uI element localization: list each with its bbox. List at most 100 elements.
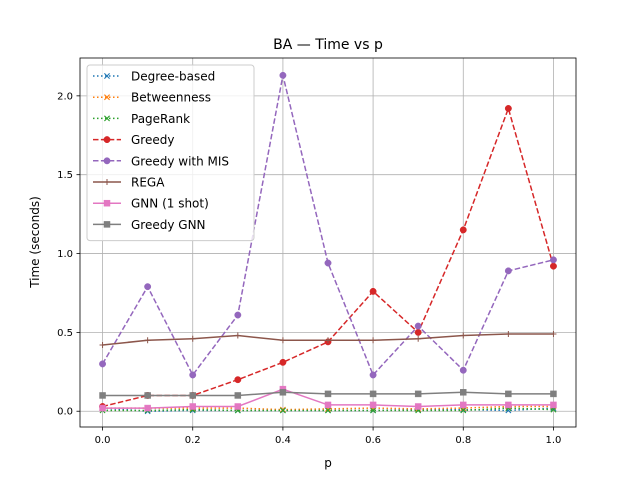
- data-point: [279, 358, 287, 366]
- legend-label: Greedy GNN: [131, 218, 206, 232]
- legend-marker: [103, 221, 111, 228]
- data-point: [369, 371, 377, 379]
- legend-label: Greedy: [131, 133, 174, 147]
- data-point: [415, 335, 422, 342]
- legend-entry: Greedy GNN: [93, 218, 206, 232]
- legend-label: Degree-based: [131, 70, 215, 84]
- legend-box: [86, 64, 255, 242]
- data-point: [460, 332, 467, 339]
- x-axis-label: p: [324, 456, 332, 470]
- data-point: [99, 404, 106, 412]
- data-point: [234, 332, 241, 339]
- legend-label: Greedy with MIS: [131, 154, 229, 168]
- series-7: [99, 389, 557, 399]
- legend-entry: GNN (1 shot): [93, 197, 209, 211]
- data-point: [144, 337, 151, 344]
- data-point: [189, 403, 196, 410]
- data-point: [189, 335, 196, 342]
- data-point: [234, 392, 242, 399]
- data-point: [234, 376, 242, 384]
- data-point: [414, 390, 422, 398]
- data-point: [550, 330, 557, 337]
- data-point: [99, 342, 106, 348]
- data-point: [324, 390, 332, 398]
- chart-title: BA — Time vs p: [273, 37, 383, 53]
- legend-marker: [104, 73, 110, 79]
- series-4: [99, 71, 557, 379]
- legend-entry: PageRank: [93, 112, 190, 126]
- data-point: [325, 407, 331, 414]
- data-point: [460, 389, 467, 396]
- x-tick-label: 0.8: [455, 435, 471, 446]
- data-point: [550, 390, 557, 398]
- data-point: [234, 311, 242, 319]
- legend-entry: Betweenness: [93, 91, 211, 105]
- data-point: [279, 389, 287, 396]
- data-point: [189, 371, 197, 379]
- x-tick-label: 0.0: [95, 435, 111, 446]
- data-point: [505, 401, 512, 409]
- data-point: [459, 366, 467, 374]
- data-point: [504, 105, 512, 112]
- data-point: [324, 259, 332, 267]
- legend-label: PageRank: [131, 112, 190, 126]
- legend-entry: Greedy: [93, 133, 174, 147]
- data-point: [414, 322, 422, 330]
- data-point: [460, 407, 467, 414]
- data-point: [414, 328, 422, 336]
- data-point: [234, 403, 242, 410]
- y-axis-label: Time (seconds): [28, 196, 42, 289]
- data-point: [325, 337, 331, 344]
- data-point: [550, 256, 557, 264]
- data-point: [144, 404, 151, 412]
- legend-entry: Degree-based: [93, 70, 215, 84]
- data-point: [99, 392, 106, 399]
- legend-marker: [104, 94, 110, 101]
- data-point: [324, 401, 332, 409]
- legend-marker: [104, 115, 110, 122]
- series-5: [99, 330, 557, 348]
- data-point: [369, 390, 377, 398]
- legend-marker: [103, 157, 111, 165]
- data-point: [550, 401, 557, 409]
- y-tick-label: 2.0: [57, 91, 73, 102]
- legend-marker: [103, 136, 111, 144]
- legend-marker: [104, 179, 110, 185]
- data-point: [189, 392, 196, 399]
- legend-marker: [103, 199, 111, 207]
- data-point: [550, 262, 557, 270]
- data-point: [144, 392, 151, 399]
- legend-entry: REGA: [93, 176, 165, 190]
- data-point: [460, 401, 467, 409]
- data-point: [369, 287, 377, 295]
- data-point: [279, 71, 287, 79]
- legend: Degree-based Betweenness PageRank Greedy Gre…: [86, 64, 255, 242]
- x-tick-label: 0.2: [185, 435, 201, 446]
- y-tick-label: 0.0: [57, 407, 73, 418]
- y-tick-label: 0.5: [57, 328, 73, 339]
- data-point: [369, 401, 377, 409]
- legend-label: GNN (1 shot): [131, 197, 209, 211]
- data-point: [504, 267, 512, 275]
- data-point: [370, 337, 377, 344]
- data-point: [414, 403, 422, 410]
- y-tick-label: 1.0: [57, 249, 73, 260]
- series-layer: [99, 71, 557, 415]
- data-point: [279, 337, 286, 344]
- data-point: [505, 390, 512, 398]
- legend-entry: Greedy with MIS: [93, 154, 229, 168]
- grid: [80, 58, 576, 427]
- data-point: [279, 406, 286, 413]
- data-point: [144, 283, 152, 291]
- axis-ticks: 0.0 0.2 0.4 0.6 0.8 1.0 0.0 0.5 1.0 1.5 2.0: [57, 91, 561, 446]
- data-point: [279, 407, 286, 414]
- legend-label: Betweenness: [131, 91, 211, 105]
- x-tick-label: 1.0: [546, 435, 562, 446]
- x-tick-label: 0.4: [275, 435, 291, 446]
- data-point: [99, 360, 106, 368]
- plot-frame: [79, 57, 577, 428]
- data-point: [370, 407, 377, 414]
- legend-label: REGA: [131, 176, 165, 190]
- x-tick-label: 0.6: [365, 435, 381, 446]
